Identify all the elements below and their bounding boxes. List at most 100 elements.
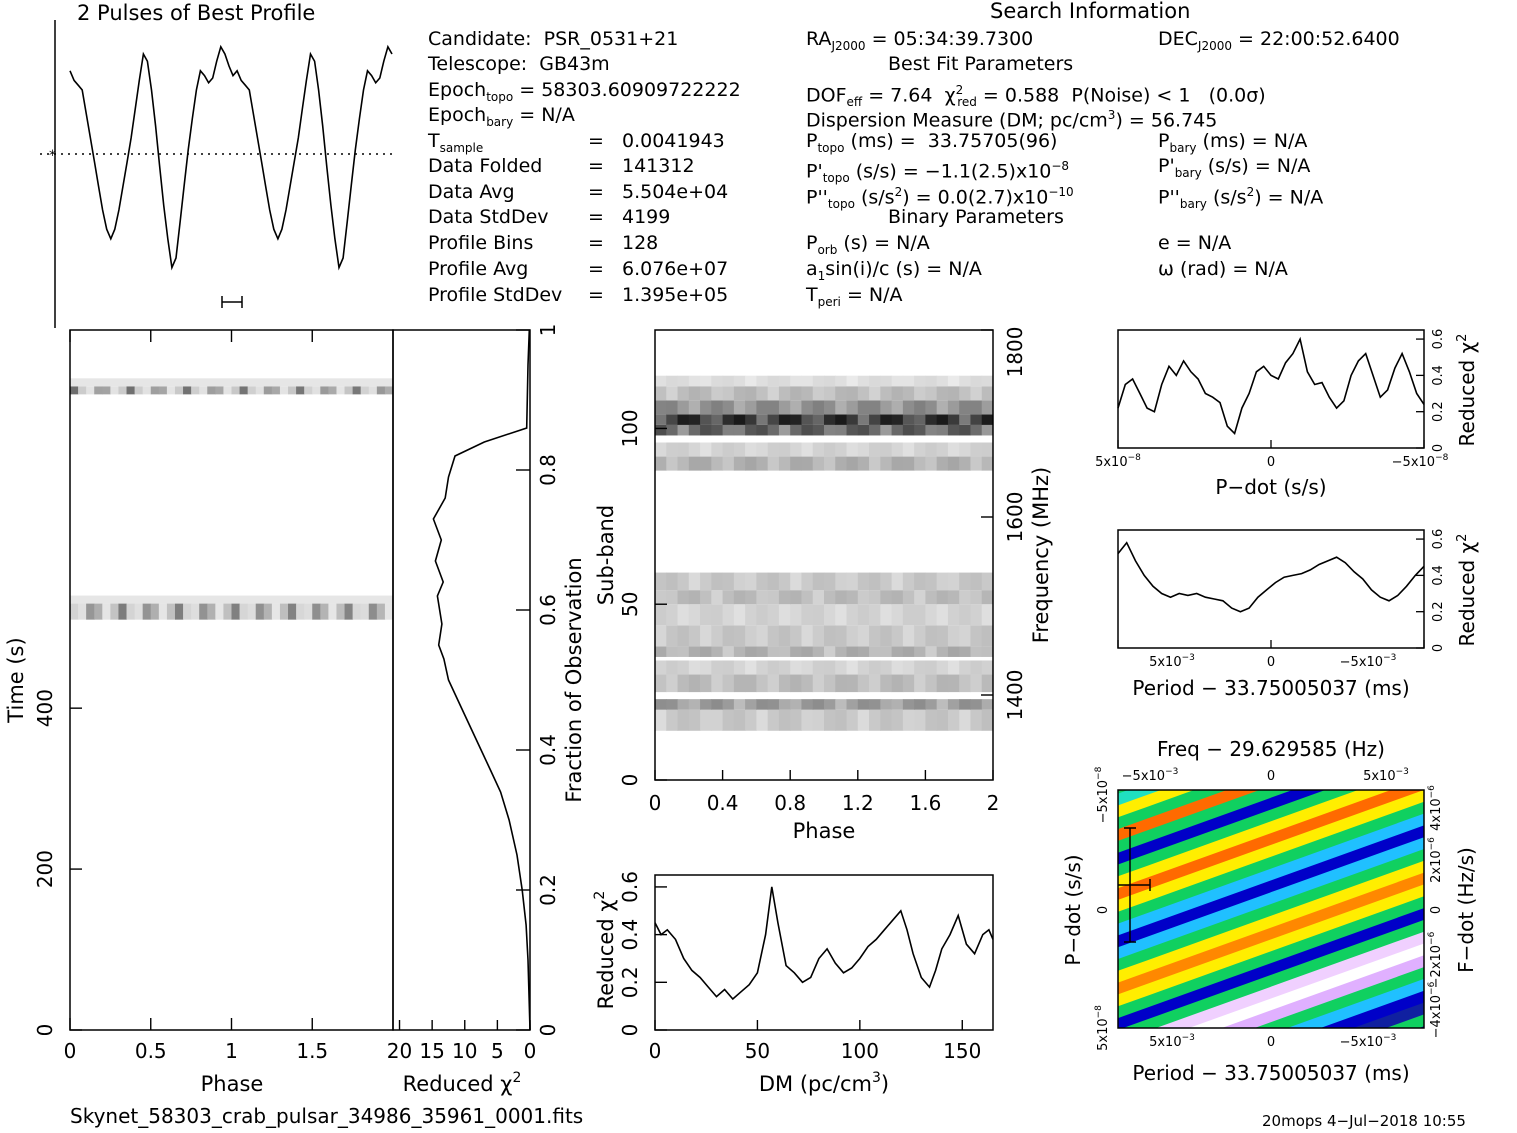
subband-cell — [914, 590, 926, 605]
subband-cell — [947, 386, 960, 401]
subband-cell — [947, 590, 960, 605]
dm-xtick-0: 0 — [649, 1039, 662, 1063]
subband-cell — [745, 674, 757, 693]
time-phase-cell — [166, 386, 176, 395]
time-phase-cell — [94, 386, 103, 395]
p-bary-row: Pbary (ms) = N/A — [1158, 130, 1308, 155]
subband-cell — [722, 590, 735, 605]
grid-stripe — [1118, 801, 1424, 925]
subband-cell — [767, 590, 780, 605]
subband-cell — [857, 646, 870, 657]
subband-cell — [666, 442, 679, 457]
subband-cell — [959, 414, 971, 425]
subband-cell — [959, 660, 971, 675]
time-phase-cell — [158, 386, 168, 395]
subband-cell — [902, 375, 915, 387]
subband-cell — [846, 604, 859, 626]
time-phase-cell — [86, 386, 95, 395]
subband-cell — [857, 572, 870, 591]
subband-cell — [936, 625, 949, 647]
subband-cell — [869, 424, 881, 436]
time-phase-cell — [376, 386, 386, 395]
period-panel: 5x10−3 0 −5x10−3 Period − 33.75005037 (m… — [1117, 529, 1479, 700]
subband-cell — [959, 709, 971, 731]
subband-cell — [936, 442, 949, 457]
subband-cell — [655, 625, 667, 647]
subband-cell — [947, 414, 960, 425]
subband-cell — [970, 375, 983, 387]
telescope-row: Telescope: GB43m — [428, 53, 610, 75]
grid-top-tick-2: 5x10−3 — [1363, 767, 1409, 784]
subband-cell — [722, 709, 735, 731]
subband-cell — [846, 572, 859, 591]
subband-cell — [688, 674, 701, 693]
subband-cell — [981, 674, 994, 693]
subband-cell — [790, 660, 802, 675]
subband-cell — [688, 625, 701, 647]
subband-cell — [733, 375, 746, 387]
subband-cell — [722, 699, 735, 710]
subband-cell — [824, 386, 836, 401]
time-phase-cell — [126, 603, 136, 620]
time-phase-cell — [352, 603, 362, 620]
subband-cell — [745, 375, 757, 387]
grid-stripe — [1123, 919, 1424, 1028]
grid-stripe — [1118, 884, 1424, 1008]
time-phase-ytick-0: 0 — [33, 1024, 57, 1037]
grid-xtick-1: 0 — [1267, 1035, 1275, 1050]
subband-cell — [914, 699, 926, 710]
dm-xtick-2: 100 — [841, 1039, 879, 1063]
subband-cell — [745, 699, 757, 710]
subband-cell — [857, 674, 870, 693]
subband-cell — [970, 386, 983, 401]
subband-cell — [812, 604, 825, 626]
subband-cell — [824, 660, 836, 675]
time-phase-cell — [312, 603, 321, 620]
subband-cell — [677, 572, 690, 591]
time-phase-cell — [288, 603, 297, 620]
subband-cell — [846, 414, 859, 425]
subband-cell — [914, 625, 926, 647]
grid-stripe — [1156, 931, 1424, 1028]
subband-freq-tick-0: 1400 — [1003, 670, 1027, 721]
subband-cell — [745, 646, 757, 657]
time-phase-cell — [320, 386, 329, 395]
grid-stripe — [1118, 896, 1424, 1020]
left-param-row: Data Avg = 5.504e+04 — [428, 181, 729, 203]
subband-cell — [778, 456, 791, 471]
subband-cell — [970, 572, 983, 591]
subband-cell — [778, 646, 791, 657]
subband-cell — [981, 625, 994, 647]
subband-cell — [880, 375, 893, 387]
subband-cell — [936, 424, 949, 436]
p-orb-row: Porb (s) = N/A — [806, 232, 930, 257]
subband-cell — [722, 660, 735, 675]
pd-bary-row: P'bary (s/s) = N/A — [1158, 155, 1311, 180]
subband-cell — [733, 414, 746, 425]
subband-cell — [655, 375, 667, 387]
subband-cell — [902, 604, 915, 626]
subband-cell — [711, 699, 724, 710]
time-phase-cell — [110, 386, 119, 395]
subband-cell — [722, 400, 735, 415]
subband-cell — [835, 424, 848, 436]
subband-cell — [947, 604, 960, 626]
time-phase-cell — [118, 603, 128, 620]
subband-cell — [902, 660, 915, 675]
subband-cell — [846, 709, 859, 731]
subband-cell — [970, 660, 983, 675]
subband-cell — [801, 674, 814, 693]
subband-cell — [947, 709, 960, 731]
time-phase-cell — [255, 386, 265, 395]
subband-cell — [756, 625, 769, 647]
chi2-time-xtick-4: 0 — [524, 1039, 537, 1063]
subband-cell — [902, 572, 915, 591]
subband-cell — [677, 414, 690, 425]
subband-cell — [778, 442, 791, 457]
subband-cell — [655, 572, 667, 591]
subband-panel: 0 0.4 0.8 1.2 1.6 2 Phase 0 50 100 Sub-b… — [594, 327, 1053, 843]
chi2-time-ylabel: Fraction of Observation — [562, 557, 586, 802]
subband-cell — [801, 604, 814, 626]
subband-cell — [824, 590, 836, 605]
profile-star-marker: * — [49, 148, 56, 164]
